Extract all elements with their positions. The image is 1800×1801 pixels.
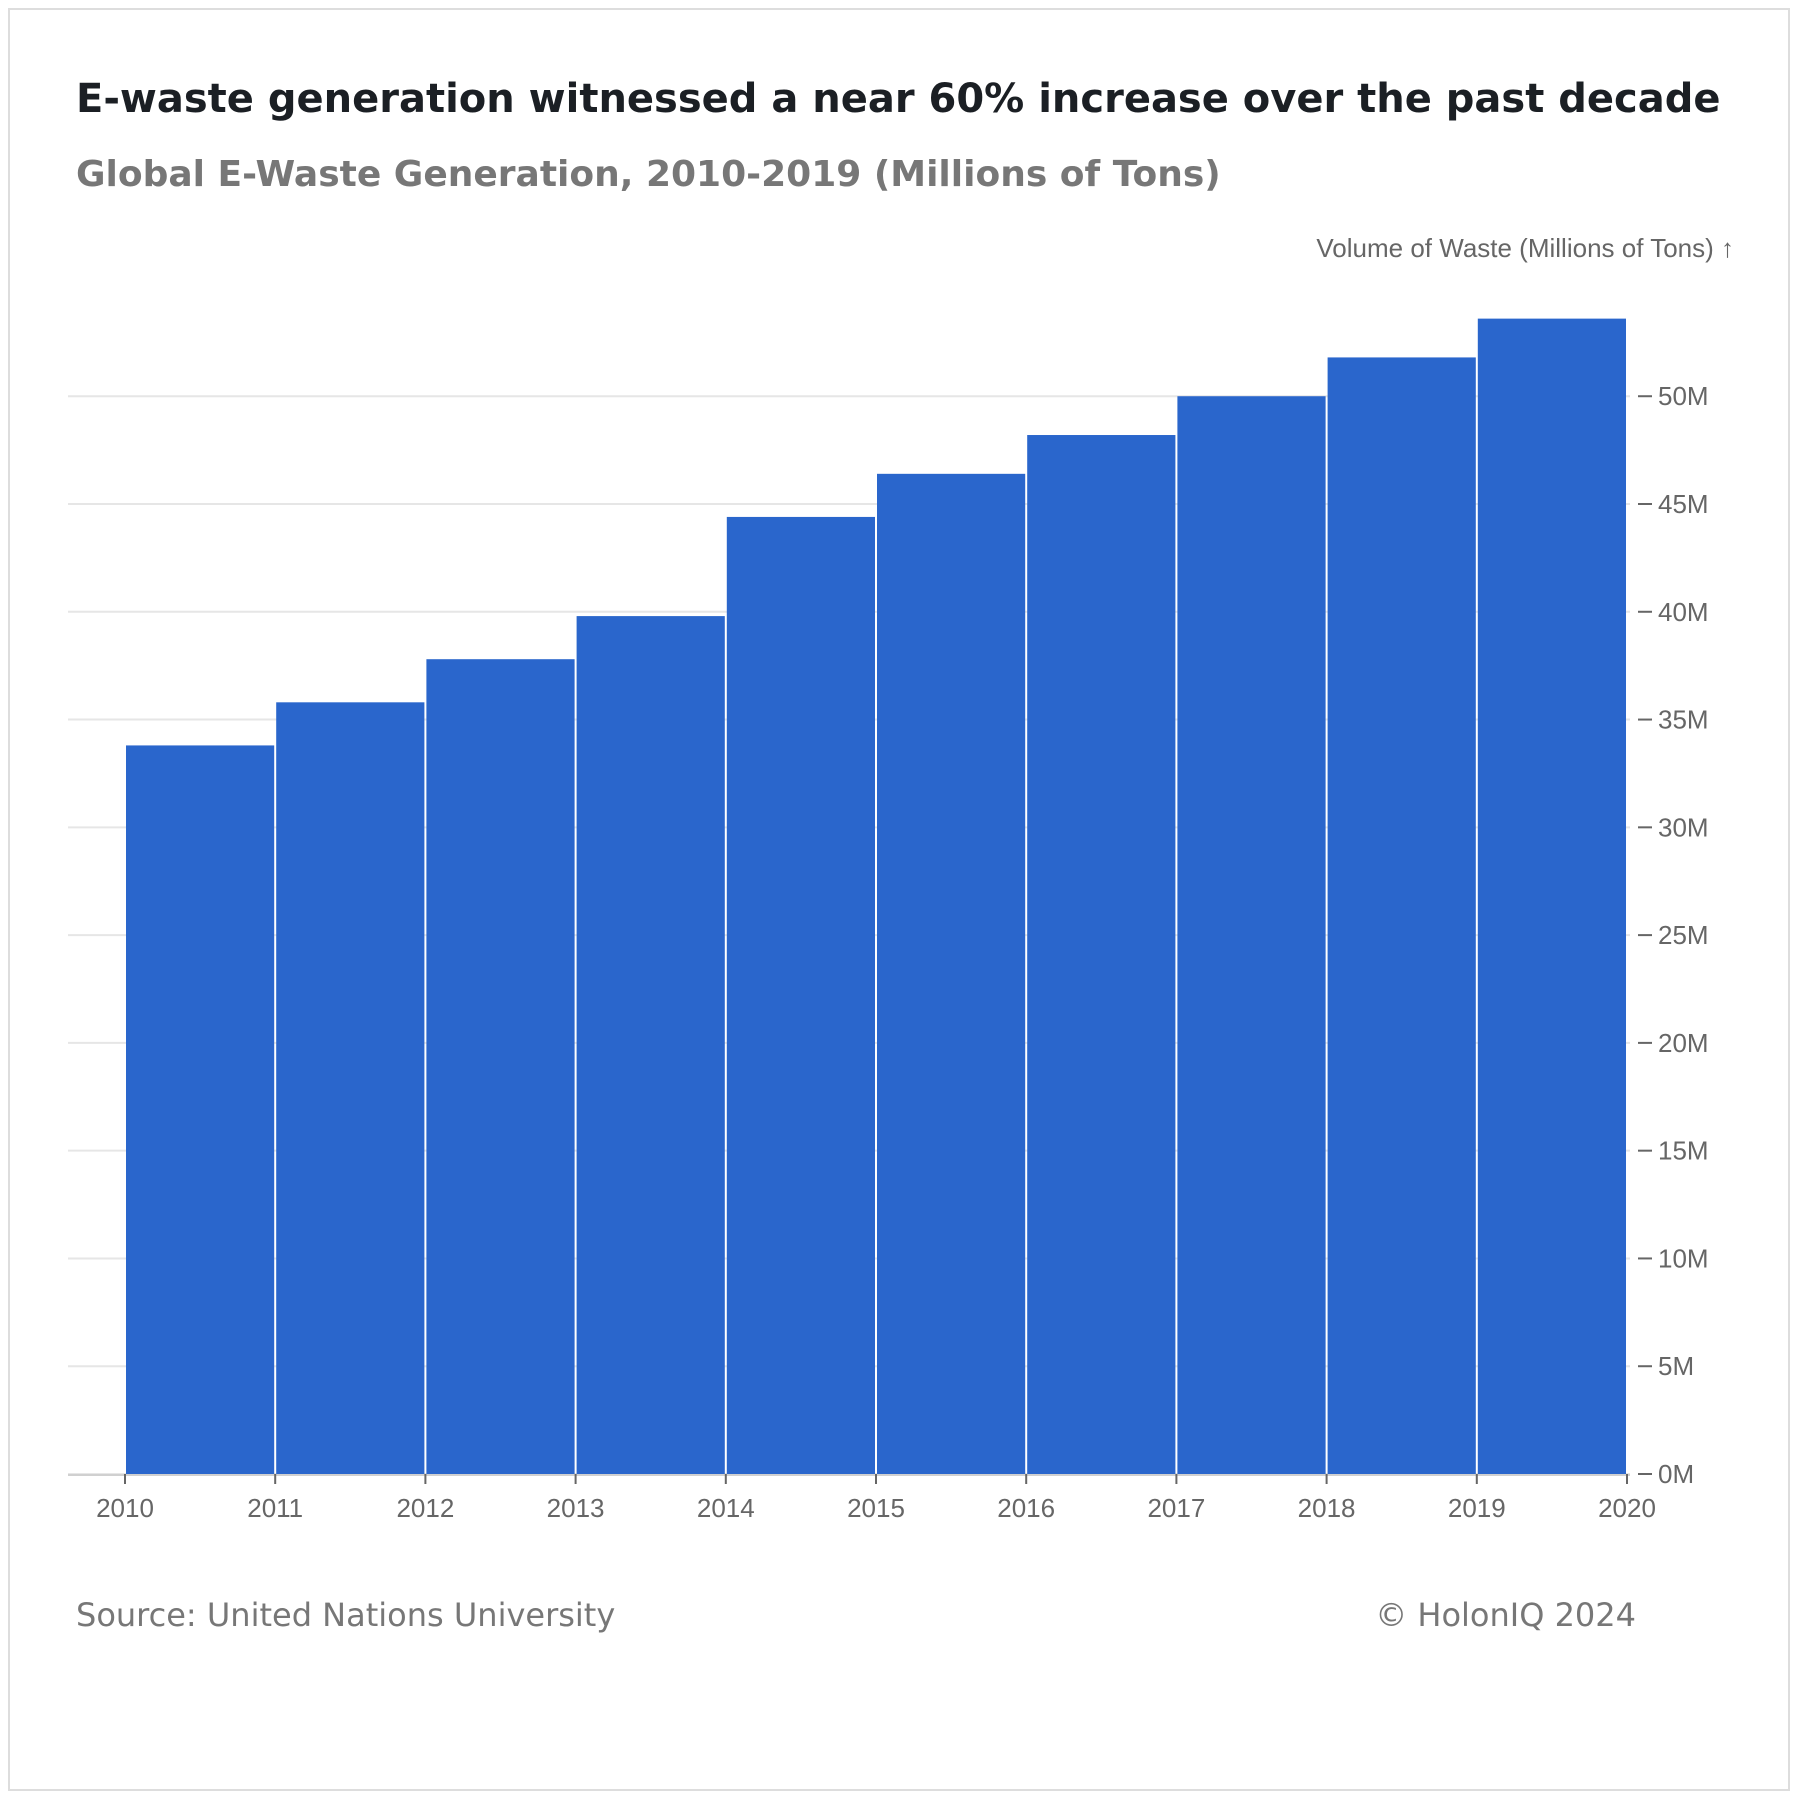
bar-2013 bbox=[576, 616, 725, 1474]
y-tick-label: 50M bbox=[1658, 381, 1709, 411]
y-tick-label: 15M bbox=[1658, 1136, 1709, 1166]
x-tick-label: 2020 bbox=[1598, 1493, 1656, 1523]
bar-2019 bbox=[1477, 318, 1626, 1475]
x-tick-label: 2018 bbox=[1298, 1493, 1356, 1523]
y-tick-label: 45M bbox=[1658, 489, 1709, 519]
chart-subtitle: Global E-Waste Generation, 2010-2019 (Mi… bbox=[76, 154, 1221, 195]
bars bbox=[126, 318, 1626, 1475]
chart-title: E-waste generation witnessed a near 60% … bbox=[76, 76, 1721, 122]
y-tick-label: 25M bbox=[1658, 920, 1709, 950]
x-tick-label: 2013 bbox=[547, 1493, 605, 1523]
bar-2016 bbox=[1027, 435, 1176, 1474]
y-tick-label: 0M bbox=[1658, 1459, 1694, 1489]
x-tick-label: 2014 bbox=[697, 1493, 755, 1523]
bar-2014 bbox=[726, 516, 875, 1474]
y-tick-label: 35M bbox=[1658, 705, 1709, 735]
x-tick-label: 2011 bbox=[247, 1493, 303, 1523]
bar-2011 bbox=[276, 702, 425, 1474]
x-tick-label: 2015 bbox=[847, 1493, 905, 1523]
x-tick-label: 2012 bbox=[396, 1493, 454, 1523]
y-axis: 0M 5M 10M 15M 20M 25M 30M 35M 40M 45M 50M bbox=[1638, 381, 1709, 1489]
bar-2017 bbox=[1177, 396, 1326, 1475]
y-tick-label: 5M bbox=[1658, 1351, 1694, 1381]
x-tick-label: 2010 bbox=[96, 1493, 154, 1523]
bar-chart: 0M 5M 10M 15M 20M 25M 30M 35M 40M 45M 50M 2010 2011… bbox=[68, 233, 1734, 1523]
bar-2010 bbox=[126, 745, 275, 1474]
bar-2018 bbox=[1327, 357, 1476, 1474]
y-tick-label: 40M bbox=[1658, 597, 1709, 627]
y-tick-label: 20M bbox=[1658, 1028, 1709, 1058]
source-note: Source: United Nations University bbox=[76, 1596, 616, 1634]
x-axis: 2010 2011 2012 2013 2014 2015 2016 2017 2018 2019… bbox=[68, 1474, 1656, 1523]
x-tick-label: 2019 bbox=[1448, 1493, 1506, 1523]
y-tick-label: 10M bbox=[1658, 1243, 1709, 1273]
x-tick-label: 2017 bbox=[1147, 1493, 1205, 1523]
x-tick-label: 2016 bbox=[997, 1493, 1055, 1523]
copyright-note: © HolonIQ 2024 bbox=[1375, 1596, 1636, 1634]
bar-2012 bbox=[426, 659, 575, 1474]
chart-card: E-waste generation witnessed a near 60% … bbox=[8, 8, 1790, 1791]
y-axis-label: Volume of Waste (Millions of Tons) ↑ bbox=[1316, 233, 1734, 263]
bar-2015 bbox=[877, 473, 1026, 1474]
y-tick-label: 30M bbox=[1658, 812, 1709, 842]
